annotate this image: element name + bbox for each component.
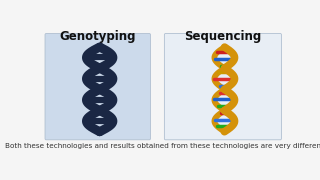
FancyBboxPatch shape	[45, 33, 150, 140]
Text: Both these technologies and results obtained from these technologies are very di: Both these technologies and results obta…	[4, 143, 320, 149]
Text: Sequencing: Sequencing	[184, 30, 261, 43]
Text: Genotyping: Genotyping	[59, 30, 136, 43]
FancyBboxPatch shape	[164, 33, 281, 140]
